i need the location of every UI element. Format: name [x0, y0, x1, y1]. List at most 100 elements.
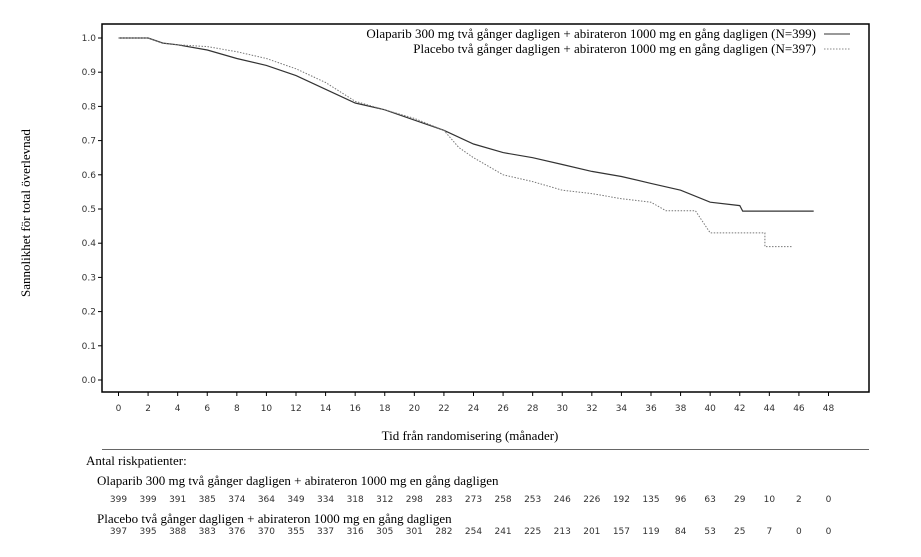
risk-count: 399 — [139, 495, 157, 505]
risk-count: 225 — [524, 527, 542, 537]
risk-count: 395 — [139, 527, 157, 537]
x-axis: 0 2 4 6 8 10 12 14 16 18 20 22 24 26 28 30 32 34 36 38 40 42 4… — [116, 392, 835, 414]
risk-count: 10 — [763, 495, 776, 505]
risk-row-label-olaparib: Olaparib 300 mg två gånger dagligen + ab… — [97, 473, 499, 488]
x-tick-label: 12 — [290, 404, 301, 414]
risk-count: 337 — [316, 527, 335, 537]
y-tick-label: 0.3 — [82, 273, 96, 283]
risk-count: 226 — [583, 495, 601, 505]
y-tick-label: 0.4 — [82, 239, 97, 249]
curves — [118, 37, 814, 248]
y-tick-label: 0.6 — [82, 171, 97, 181]
x-tick-label: 4 — [175, 404, 181, 414]
x-tick-label: 8 — [234, 404, 240, 414]
risk-count: 376 — [228, 527, 246, 537]
risk-count: 383 — [198, 527, 216, 537]
risk-count: 316 — [346, 527, 364, 537]
risk-count: 370 — [257, 527, 275, 537]
risk-count: 318 — [346, 495, 364, 505]
risk-count: 241 — [494, 527, 512, 537]
risk-count: 334 — [316, 495, 335, 505]
x-tick-label: 0 — [116, 404, 122, 414]
x-tick-label: 6 — [204, 404, 210, 414]
x-tick-label: 36 — [645, 404, 657, 414]
risk-count: 399 — [109, 495, 128, 505]
risk-table-separator — [102, 449, 869, 450]
risk-count: 201 — [583, 527, 601, 537]
x-tick-label: 16 — [349, 404, 361, 414]
x-tick-label: 24 — [468, 404, 480, 414]
series-line-placebo — [118, 37, 792, 248]
y-tick-label: 0.1 — [82, 342, 96, 352]
risk-count: 282 — [435, 527, 453, 537]
risk-count: 298 — [405, 495, 423, 505]
x-tick-label: 48 — [823, 404, 835, 414]
x-tick-label: 20 — [409, 404, 421, 414]
x-tick-label: 32 — [586, 404, 597, 414]
legend: Olaparib 300 mg två gånger dagligen + ab… — [366, 26, 850, 56]
risk-count: 25 — [734, 527, 746, 537]
x-tick-label: 30 — [557, 404, 569, 414]
legend-label-placebo: Placebo två gånger dagligen + abirateron… — [413, 41, 816, 56]
y-tick-label: 0.8 — [82, 102, 97, 112]
risk-count: 388 — [169, 527, 187, 537]
y-tick-label: 0.5 — [82, 205, 96, 215]
y-tick-label: 0.0 — [82, 376, 97, 386]
x-tick-label: 18 — [379, 404, 391, 414]
x-tick-label: 46 — [793, 404, 805, 414]
risk-count: 29 — [734, 495, 746, 505]
risk-count: 254 — [464, 527, 483, 537]
series-line-olaparib — [118, 37, 814, 212]
risk-count: 246 — [553, 495, 571, 505]
x-tick-label: 2 — [145, 404, 151, 414]
risk-count: 119 — [642, 527, 660, 537]
risk-count: 312 — [376, 495, 394, 505]
x-tick-label: 10 — [261, 404, 273, 414]
risk-count: 84 — [674, 527, 687, 537]
risk-count: 253 — [524, 495, 542, 505]
x-tick-label: 14 — [320, 404, 332, 414]
risk-count: 96 — [674, 495, 687, 505]
risk-count: 301 — [405, 527, 423, 537]
y-tick-label: 0.7 — [82, 137, 96, 147]
y-axis-label: Sannolikhet för total överlevnad — [18, 129, 33, 297]
risk-count: 283 — [435, 495, 453, 505]
risk-count: 2 — [796, 495, 802, 505]
risk-count: 0 — [796, 527, 802, 537]
legend-label-olaparib: Olaparib 300 mg två gånger dagligen + ab… — [366, 26, 816, 41]
y-tick-label: 0.2 — [82, 308, 96, 318]
y-tick-label: 1.0 — [82, 34, 97, 44]
y-axis: 0.0 0.1 0.2 0.3 0.4 0.5 0.6 0.7 0.8 0.9 1.0 — [82, 34, 102, 386]
risk-count: 135 — [642, 495, 660, 505]
plot-frame — [101, 23, 870, 393]
risk-count: 258 — [494, 495, 512, 505]
risk-count: 7 — [766, 527, 773, 537]
x-tick-label: 38 — [675, 404, 687, 414]
y-tick-label: 0.9 — [82, 68, 97, 78]
x-tick-label: 26 — [497, 404, 509, 414]
risk-count: 385 — [198, 495, 216, 505]
risk-count: 374 — [228, 495, 246, 505]
risk-table-title: Antal riskpatienter: — [86, 453, 187, 468]
x-axis-label: Tid från randomisering (månader) — [382, 428, 559, 443]
x-tick-label: 34 — [616, 404, 628, 414]
x-tick-label: 40 — [704, 404, 716, 414]
risk-count: 157 — [612, 527, 630, 537]
risk-count: 355 — [287, 527, 305, 537]
risk-count: 364 — [257, 495, 275, 505]
risk-count: 273 — [464, 495, 483, 505]
x-tick-label: 42 — [734, 404, 745, 414]
risk-count: 213 — [553, 527, 571, 537]
risk-count: 397 — [109, 527, 128, 537]
risk-count: 63 — [704, 495, 716, 505]
x-tick-label: 44 — [764, 404, 776, 414]
risk-row-label-placebo: Placebo två gånger dagligen + abirateron… — [97, 511, 452, 526]
risk-count: 0 — [825, 527, 832, 537]
risk-count: 0 — [825, 495, 832, 505]
risk-count: 391 — [169, 495, 187, 505]
risk-count: 305 — [376, 527, 394, 537]
x-tick-label: 22 — [438, 404, 449, 414]
x-tick-label: 28 — [527, 404, 539, 414]
risk-count: 349 — [287, 495, 305, 505]
